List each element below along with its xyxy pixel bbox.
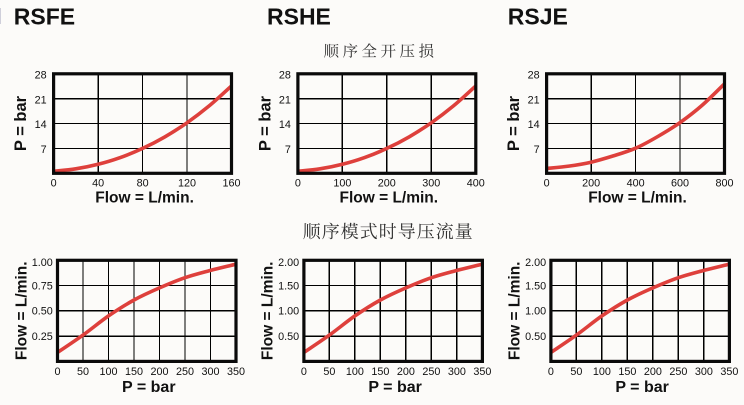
svg-text:7: 7 (534, 144, 540, 156)
svg-text:100: 100 (593, 366, 611, 378)
svg-text:0: 0 (51, 178, 57, 190)
svg-text:200: 200 (397, 366, 415, 378)
svg-text:7: 7 (41, 144, 47, 156)
svg-text:21: 21 (35, 94, 47, 106)
svg-text:200: 200 (150, 366, 168, 378)
svg-text:300: 300 (201, 366, 219, 378)
svg-text:100: 100 (346, 366, 364, 378)
svg-text:350: 350 (720, 366, 738, 378)
svg-text:1.00: 1.00 (525, 306, 546, 318)
svg-text:0.50: 0.50 (278, 331, 299, 343)
svg-text:150: 150 (618, 366, 636, 378)
svg-text:14: 14 (528, 119, 540, 131)
svg-text:RSFE: RSFE (14, 4, 75, 30)
svg-text:P = bar: P = bar (122, 379, 176, 396)
svg-text:1.00: 1.00 (278, 306, 299, 318)
svg-text:P = bar: P = bar (505, 95, 523, 151)
svg-text:Flow = L/min.: Flow = L/min. (13, 261, 30, 360)
svg-text:160: 160 (222, 178, 240, 190)
svg-text:0: 0 (54, 366, 60, 378)
svg-text:200: 200 (644, 366, 662, 378)
svg-text:0.75: 0.75 (32, 280, 53, 292)
svg-text:21: 21 (279, 94, 291, 106)
svg-text:0.50: 0.50 (525, 331, 546, 343)
svg-text:7: 7 (285, 144, 291, 156)
svg-text:0: 0 (548, 366, 554, 378)
svg-text:Flow = L/min.: Flow = L/min. (95, 189, 194, 206)
svg-text:0: 0 (301, 366, 307, 378)
svg-text:100: 100 (333, 178, 351, 190)
svg-text:1.50: 1.50 (525, 280, 546, 292)
svg-text:250: 250 (422, 366, 440, 378)
svg-text:Flow = L/min.: Flow = L/min. (339, 189, 438, 206)
svg-text:2.00: 2.00 (278, 257, 299, 269)
svg-text:600: 600 (671, 178, 689, 190)
svg-text:14: 14 (279, 119, 291, 131)
svg-text:P = bar: P = bar (615, 379, 669, 396)
svg-text:0.25: 0.25 (32, 331, 53, 343)
svg-text:RSJE: RSJE (508, 4, 568, 30)
svg-text:0: 0 (544, 178, 550, 190)
svg-text:1.00: 1.00 (32, 257, 53, 269)
svg-text:50: 50 (77, 366, 89, 378)
svg-text:400: 400 (467, 178, 485, 190)
svg-text:1.50: 1.50 (278, 280, 299, 292)
svg-text:Flow = L/min.: Flow = L/min. (588, 189, 687, 206)
svg-text:350: 350 (473, 366, 491, 378)
svg-text:800: 800 (715, 178, 733, 190)
svg-text:120: 120 (178, 178, 196, 190)
svg-text:P = bar: P = bar (12, 95, 30, 151)
svg-text:2.00: 2.00 (525, 257, 546, 269)
svg-text:28: 28 (528, 69, 540, 81)
svg-text:28: 28 (35, 69, 47, 81)
svg-text:P = bar: P = bar (368, 379, 422, 396)
svg-text:150: 150 (371, 366, 389, 378)
svg-text:100: 100 (99, 366, 117, 378)
svg-text:350: 350 (227, 366, 245, 378)
svg-text:14: 14 (35, 119, 47, 131)
svg-text:80: 80 (137, 178, 149, 190)
svg-text:0: 0 (295, 178, 301, 190)
svg-text:21: 21 (528, 94, 540, 106)
svg-text:300: 300 (448, 366, 466, 378)
svg-text:200: 200 (582, 178, 600, 190)
svg-text:P = bar: P = bar (256, 95, 274, 151)
svg-text:150: 150 (125, 366, 143, 378)
svg-text:28: 28 (279, 69, 291, 81)
svg-text:250: 250 (176, 366, 194, 378)
svg-text:Flow = L/min.: Flow = L/min. (507, 261, 524, 360)
svg-text:40: 40 (92, 178, 104, 190)
svg-text:250: 250 (669, 366, 687, 378)
svg-text:300: 300 (695, 366, 713, 378)
svg-text:50: 50 (323, 366, 335, 378)
svg-text:400: 400 (627, 178, 645, 190)
svg-text:RSHE: RSHE (267, 4, 331, 30)
svg-text:Flow = L/min.: Flow = L/min. (260, 261, 277, 360)
svg-text:200: 200 (378, 178, 396, 190)
svg-text:300: 300 (422, 178, 440, 190)
svg-text:50: 50 (570, 366, 582, 378)
svg-text:0.50: 0.50 (32, 306, 53, 318)
